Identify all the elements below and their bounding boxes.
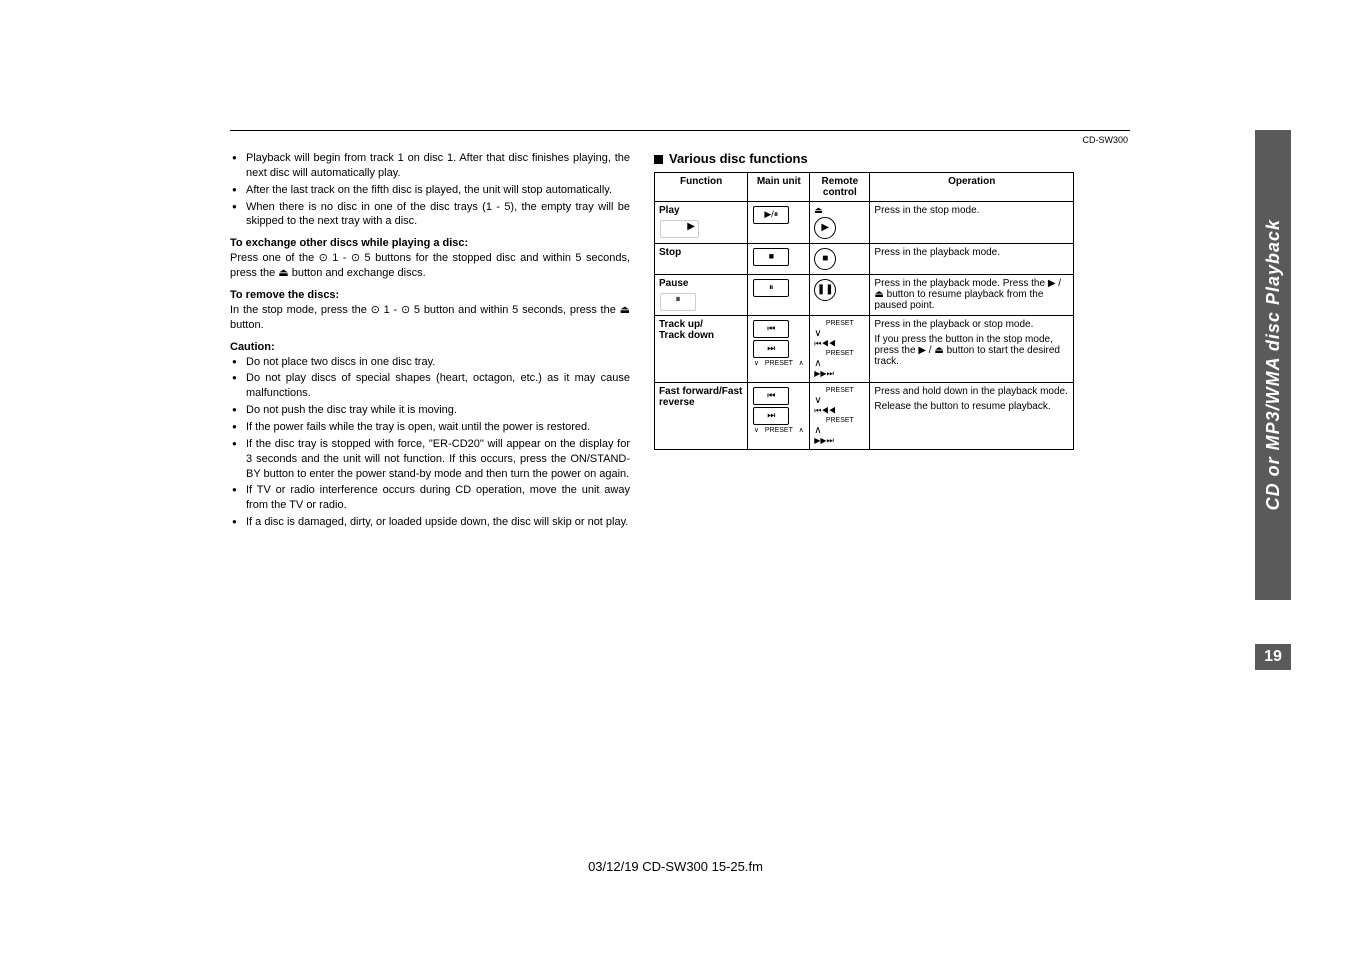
operation-cell: Press in the playback or stop mode.If yo… [870,316,1074,383]
section-title: Various disc functions [654,151,1074,166]
main-unit-cell: ▶/⏸ [748,202,810,244]
table-row: Play▶▶/⏸⏏▶Press in the stop mode. [655,202,1074,244]
main-unit-cell: ■ [748,244,810,275]
operation-cell: Press in the stop mode. [870,202,1074,244]
function-cell: Fast forward/Fast reverse [655,383,748,450]
main-unit-cell: ⏮⏭∨ PRESET ∧ [748,316,810,383]
model-label: CD-SW300 [230,135,1130,145]
bullet-item: If the disc tray is stopped with force, … [246,437,630,482]
remote-cell: ❚❚ [810,275,870,316]
bullet-item: Playback will begin from track 1 on disc… [246,151,630,181]
operation-cell: Press and hold down in the playback mode… [870,383,1074,450]
remote-cell: PRESET∨⏮◀◀PRESET∧▶▶⏭ [810,383,870,450]
caution-heading: Caution: [230,341,630,353]
remote-cell: ■ [810,244,870,275]
main-unit-cell: ⏸ [748,275,810,316]
operation-cell: Press in the playback mode. [870,244,1074,275]
main-unit-cell: ⏮⏭∨ PRESET ∧ [748,383,810,450]
function-cell: Stop [655,244,748,275]
side-tab-label: CD or MP3/WMA disc Playback [1263,219,1284,510]
bullet-item: If the power fails while the tray is ope… [246,420,630,435]
exchange-heading: To exchange other discs while playing a … [230,237,630,249]
table-row: Fast forward/Fast reverse⏮⏭∨ PRESET ∧PRE… [655,383,1074,450]
operation-cell: Press in the playback mode. Press the ▶ … [870,275,1074,316]
table-row: Pause⏸⏸❚❚Press in the playback mode. Pre… [655,275,1074,316]
table-row: Stop■■Press in the playback mode. [655,244,1074,275]
remote-cell: ⏏▶ [810,202,870,244]
bullet-item: When there is no disc in one of the disc… [246,200,630,230]
bullet-item: Do not play discs of special shapes (hea… [246,371,630,401]
page-number: 19 [1255,644,1291,670]
table-row: Track up/Track down⏮⏭∨ PRESET ∧PRESET∨⏮◀… [655,316,1074,383]
table-header: Function [655,173,748,202]
bullet-item: Do not push the disc tray while it is mo… [246,403,630,418]
remote-cell: PRESET∨⏮◀◀PRESET∧▶▶⏭ [810,316,870,383]
remove-body: In the stop mode, press the ⊙ 1 - ⊙ 5 bu… [230,303,630,333]
bullet-item: If a disc is damaged, dirty, or loaded u… [246,515,630,530]
square-bullet-icon [654,155,663,164]
table-header: Remote control [810,173,870,202]
table-header: Operation [870,173,1074,202]
bullet-item: After the last track on the fifth disc i… [246,183,630,198]
exchange-body: Press one of the ⊙ 1 - ⊙ 5 buttons for t… [230,251,630,281]
functions-table: FunctionMain unitRemote controlOperation… [654,172,1074,450]
function-cell: Pause⏸ [655,275,748,316]
side-tab: CD or MP3/WMA disc Playback 19 [1255,130,1291,670]
footer: 03/12/19 CD-SW300 15-25.fm [0,859,1351,874]
left-column: Playback will begin from track 1 on disc… [230,151,630,538]
bullet-item: Do not place two discs in one disc tray. [246,355,630,370]
table-header: Main unit [748,173,810,202]
bullet-item: If TV or radio interference occurs durin… [246,483,630,513]
function-cell: Track up/Track down [655,316,748,383]
function-cell: Play▶ [655,202,748,244]
remove-heading: To remove the discs: [230,289,630,301]
right-column: Various disc functions FunctionMain unit… [654,151,1074,538]
